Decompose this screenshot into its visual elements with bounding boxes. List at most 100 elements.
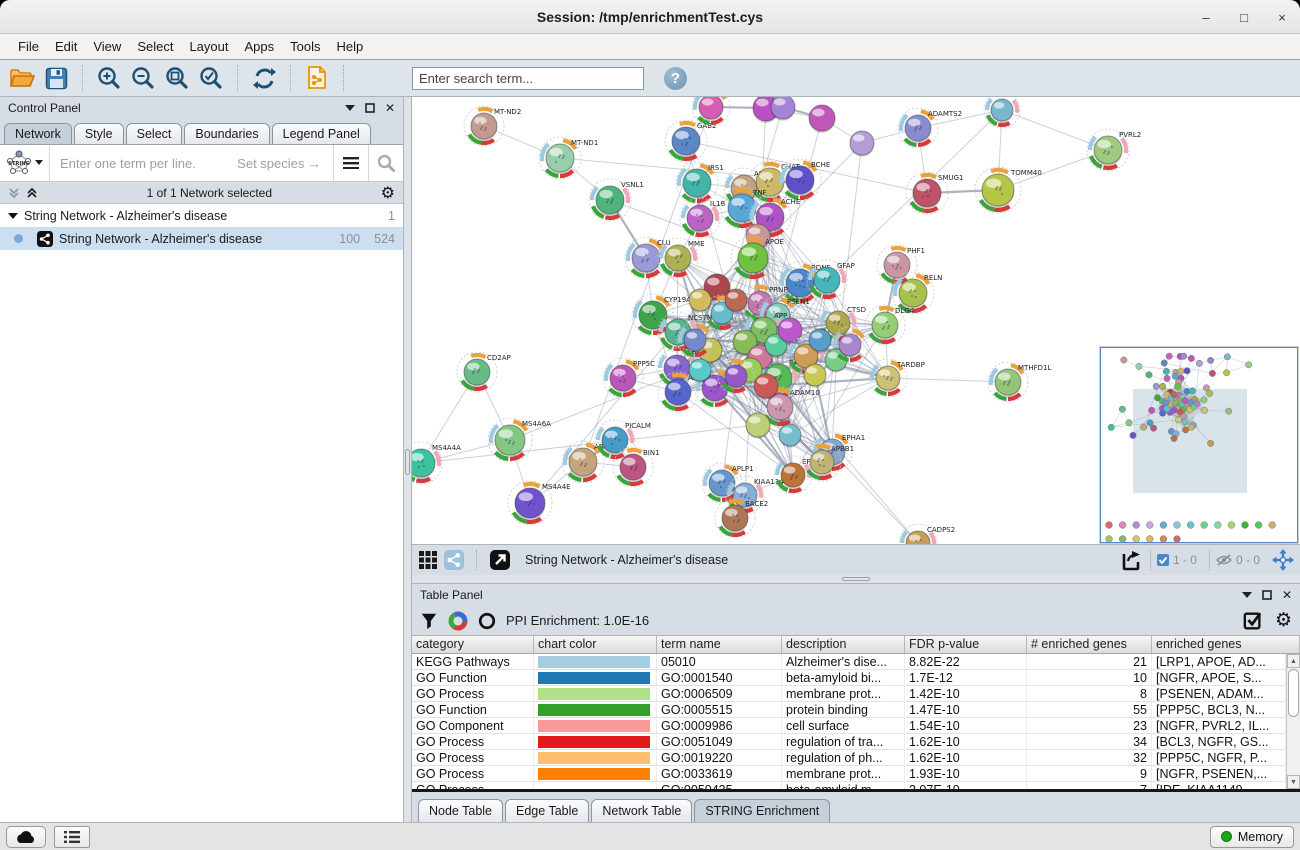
- grid-icon[interactable]: [418, 550, 438, 570]
- navigator-icon[interactable]: [1272, 549, 1294, 571]
- open-external-icon[interactable]: [489, 549, 511, 571]
- table-row[interactable]: GO Process GO:0006509 membrane prot... 1.42…: [412, 686, 1286, 702]
- maximize-button[interactable]: □: [1240, 9, 1248, 25]
- selected-checkbox-icon[interactable]: [1156, 554, 1169, 566]
- tab-edge-table[interactable]: Edge Table: [505, 799, 590, 822]
- menu-select[interactable]: Select: [137, 39, 174, 54]
- cloud-button[interactable]: [6, 825, 46, 848]
- close-panel-icon[interactable]: ✕: [384, 101, 395, 115]
- column-header-6[interactable]: # enriched genes: [1027, 636, 1152, 653]
- splitter-grip[interactable]: [405, 449, 410, 475]
- menu-layout[interactable]: Layout: [189, 39, 229, 54]
- title-bar[interactable]: Session: /tmp/enrichmentTest.cys – □ ×: [0, 0, 1300, 34]
- birdseye-view[interactable]: [1099, 346, 1299, 544]
- eye-off-icon[interactable]: [1215, 554, 1232, 566]
- pie-chart-icon[interactable]: [448, 611, 468, 631]
- help-icon[interactable]: ?: [664, 66, 687, 90]
- menu-view[interactable]: View: [93, 39, 122, 54]
- tab-node-table[interactable]: Node Table: [418, 799, 504, 822]
- column-header-7[interactable]: enriched genes: [1152, 636, 1300, 653]
- collapse-all-icon[interactable]: [8, 187, 20, 199]
- zoom-selected-icon[interactable]: [197, 64, 225, 92]
- tab-legend-panel[interactable]: Legend Panel: [271, 123, 371, 144]
- filter-icon[interactable]: [420, 612, 438, 630]
- expand-triangle-icon[interactable]: [8, 212, 18, 220]
- column-header-1[interactable]: category: [412, 636, 534, 653]
- zoom-fit-icon[interactable]: [163, 64, 191, 92]
- cell: GO:0001540: [657, 670, 782, 685]
- tab-string-enrichment[interactable]: STRING Enrichment: [694, 799, 831, 822]
- tab-select[interactable]: Select: [125, 123, 183, 144]
- cell: protein binding: [782, 702, 905, 717]
- float-window-icon[interactable]: [1262, 590, 1272, 600]
- menu-edit[interactable]: Edit: [54, 39, 78, 54]
- close-button[interactable]: ×: [1278, 9, 1286, 25]
- network-document-icon[interactable]: [303, 64, 331, 92]
- svg-text:PICALM: PICALM: [625, 422, 651, 430]
- refresh-icon[interactable]: [250, 64, 278, 92]
- menu-tools[interactable]: Tools: [290, 39, 321, 54]
- string-query-input[interactable]: Enter one term per line.: [60, 155, 196, 171]
- string-share-icon[interactable]: [444, 550, 464, 570]
- table-row[interactable]: GO Process GO:0033619 membrane prot... 1.93…: [412, 766, 1286, 782]
- network-canvas[interactable]: MT-ND2MT-ND1VSNL1GAB2IRS1ABCA1CHATBCHEIL…: [412, 97, 1300, 545]
- zoom-in-icon[interactable]: [95, 64, 123, 92]
- table-row[interactable]: KEGG Pathways 05010 Alzheimer's dise... 8.8…: [412, 654, 1286, 670]
- expand-all-icon[interactable]: [26, 187, 38, 199]
- main-toolbar: ?: [0, 60, 1300, 97]
- ring-icon[interactable]: [478, 612, 496, 630]
- svg-text:RELN: RELN: [924, 274, 942, 282]
- string-logo-dropdown[interactable]: STRING: [0, 145, 50, 181]
- save-icon[interactable]: [42, 64, 70, 92]
- cell: GO:0033619: [657, 766, 782, 781]
- tab-style[interactable]: Style: [73, 123, 124, 144]
- horizontal-splitter[interactable]: [412, 575, 1300, 584]
- string-search-button[interactable]: [369, 145, 403, 181]
- memory-button[interactable]: Memory: [1209, 825, 1294, 848]
- table-settings-gear-icon[interactable]: ⚙: [1274, 610, 1292, 631]
- scroll-down-icon[interactable]: ▼: [1287, 775, 1300, 789]
- table-row[interactable]: GO Process GO:0050435 beta-amyloid m... 2.0…: [412, 782, 1286, 789]
- cell: 21: [1027, 654, 1152, 669]
- cell: [PPP5C, NGFR, P...: [1152, 750, 1286, 765]
- svg-text:BDNF: BDNF: [811, 264, 830, 272]
- float-window-icon[interactable]: [365, 103, 375, 113]
- close-panel-icon[interactable]: ✕: [1281, 588, 1292, 602]
- table-row[interactable]: GO Component GO:0009986 cell surface 1.54E-…: [412, 718, 1286, 734]
- network-collection-row[interactable]: String Network - Alzheimer's disease 1: [0, 204, 403, 227]
- search-input[interactable]: [412, 66, 644, 90]
- column-header-4[interactable]: description: [782, 636, 905, 653]
- table-row[interactable]: GO Function GO:0001540 beta-amyloid bi... 1…: [412, 670, 1286, 686]
- network-list-gear-icon[interactable]: ⚙: [380, 184, 395, 202]
- column-header-5[interactable]: FDR p-value: [905, 636, 1027, 653]
- tab-boundaries[interactable]: Boundaries: [184, 123, 270, 144]
- task-list-button[interactable]: [54, 825, 90, 848]
- svg-text:APLP1: APLP1: [732, 465, 754, 473]
- minimize-button[interactable]: –: [1202, 9, 1210, 25]
- scroll-up-icon[interactable]: ▲: [1287, 654, 1300, 668]
- tab-network-table[interactable]: Network Table: [591, 799, 693, 822]
- open-file-icon[interactable]: [8, 64, 36, 92]
- menu-help[interactable]: Help: [336, 39, 364, 54]
- string-options-button[interactable]: [334, 145, 368, 181]
- menu-apps[interactable]: Apps: [244, 39, 275, 54]
- panel-menu-icon[interactable]: [344, 104, 355, 112]
- tab-network[interactable]: Network: [4, 123, 72, 144]
- column-header-2[interactable]: chart color: [534, 636, 657, 653]
- table-row[interactable]: GO Process GO:0051049 regulation of tra...…: [412, 734, 1286, 750]
- export-network-icon[interactable]: [1120, 548, 1144, 572]
- table-row[interactable]: GO Process GO:0019220 regulation of ph... 1…: [412, 750, 1286, 766]
- set-species-link[interactable]: Set species →: [237, 155, 321, 171]
- scrollbar-thumb[interactable]: [1288, 669, 1299, 717]
- zoom-out-icon[interactable]: [129, 64, 157, 92]
- select-columns-icon[interactable]: [1243, 611, 1263, 631]
- vertical-splitter[interactable]: [404, 97, 412, 822]
- network-row[interactable]: String Network - Alzheimer's disease 100…: [0, 227, 403, 250]
- table-row[interactable]: GO Function GO:0005515 protein binding 1.47…: [412, 702, 1286, 718]
- color-swatch: [538, 767, 650, 780]
- splitter-grip[interactable]: [842, 577, 870, 581]
- table-scrollbar[interactable]: ▲ ▼: [1286, 654, 1300, 789]
- column-header-3[interactable]: term name: [657, 636, 782, 653]
- panel-menu-icon[interactable]: [1241, 591, 1252, 599]
- menu-file[interactable]: File: [18, 39, 39, 54]
